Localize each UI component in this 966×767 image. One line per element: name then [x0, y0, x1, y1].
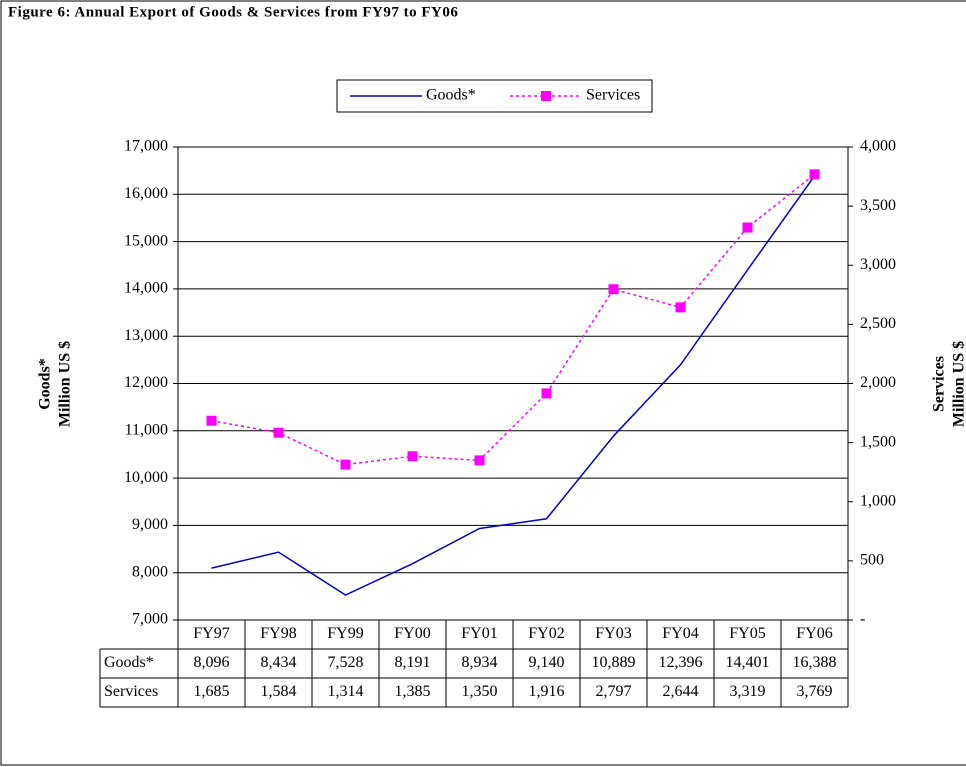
y2-tick-label: 2,000 [860, 374, 896, 391]
table-cell: 16,388 [793, 654, 837, 671]
table-cell: 7,528 [328, 654, 364, 671]
table-cell: 8,434 [261, 654, 297, 671]
table-cell: 3,769 [797, 683, 833, 700]
marker [608, 284, 619, 295]
y2-tick-label: 3,000 [860, 256, 896, 273]
legend-marker [541, 91, 551, 101]
table-cell: 1,314 [328, 683, 364, 700]
x-tick-label: FY01 [461, 625, 497, 642]
y2-axis-title: Services [931, 356, 948, 412]
y-axis-title: Million US $ [57, 341, 74, 427]
y2-tick-label: 4,000 [860, 138, 896, 155]
marker [206, 415, 217, 426]
table-cell: 1,385 [395, 683, 431, 700]
marker [541, 388, 552, 399]
table-cell: 1,685 [194, 683, 230, 700]
table-cell: 1,916 [529, 683, 565, 700]
y-tick-label: 9,000 [132, 516, 168, 533]
legend-label: Services [586, 87, 640, 104]
legend [336, 79, 653, 113]
table-cell: 8,096 [194, 654, 230, 671]
table-row-label: Goods* [104, 654, 154, 671]
y-tick-label: 11,000 [125, 421, 168, 438]
marker [340, 459, 351, 470]
table-row-label: Services [104, 683, 158, 700]
chart-title: Figure 6: Annual Export of Goods & Servi… [8, 4, 458, 20]
marker [675, 302, 686, 313]
x-tick-label: FY05 [729, 625, 765, 642]
y-tick-label: 15,000 [124, 232, 168, 249]
y2-tick-label: 2,500 [860, 315, 896, 332]
table-cell: 8,191 [395, 654, 431, 671]
series-line [211, 173, 815, 466]
table-cell: 9,140 [529, 654, 565, 671]
y2-tick-label: - [860, 611, 865, 628]
marker [474, 455, 485, 466]
y-tick-label: 16,000 [124, 185, 168, 202]
series-line [211, 175, 816, 596]
table-cell: 3,319 [730, 683, 766, 700]
y2-tick-label: 500 [860, 552, 884, 569]
marker [273, 427, 284, 438]
x-tick-label: FY06 [796, 625, 832, 642]
y-tick-label: 8,000 [132, 563, 168, 580]
y-tick-label: 17,000 [124, 138, 168, 155]
y2-tick-label: 1,500 [860, 433, 896, 450]
y2-tick-label: 1,000 [860, 492, 896, 509]
table-cell: 8,934 [462, 654, 498, 671]
x-tick-label: FY02 [528, 625, 564, 642]
y2-axis-title: Million US $ [951, 341, 966, 427]
x-tick-label: FY04 [662, 625, 698, 642]
marker [809, 169, 820, 180]
legend-label: Goods* [426, 87, 476, 104]
marker [407, 451, 418, 462]
table-cell: 1,584 [261, 683, 297, 700]
table-cell: 2,644 [663, 683, 699, 700]
y-tick-label: 13,000 [124, 327, 168, 344]
y-tick-label: 14,000 [124, 280, 168, 297]
marker [742, 222, 753, 233]
table-cell: 14,401 [726, 654, 770, 671]
x-tick-label: FY99 [327, 625, 363, 642]
y-tick-label: 7,000 [132, 611, 168, 628]
y-axis-title: Goods* [37, 358, 54, 410]
table-cell: 2,797 [596, 683, 632, 700]
x-tick-label: FY97 [193, 625, 229, 642]
y-tick-label: 12,000 [124, 374, 168, 391]
x-tick-label: FY00 [394, 625, 430, 642]
x-tick-label: FY98 [260, 625, 296, 642]
table-cell: 1,350 [462, 683, 498, 700]
table-cell: 12,396 [659, 654, 703, 671]
table-cell: 10,889 [592, 654, 636, 671]
y2-tick-label: 3,500 [860, 197, 896, 214]
x-tick-label: FY03 [595, 625, 631, 642]
y-tick-label: 10,000 [124, 469, 168, 486]
